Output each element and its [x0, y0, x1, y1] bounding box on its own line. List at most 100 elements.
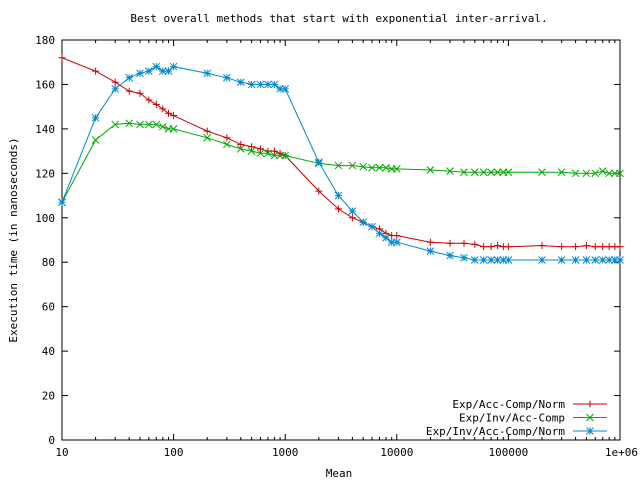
data-point	[158, 67, 167, 75]
data-point	[480, 243, 488, 251]
data-point	[460, 239, 468, 247]
chart-title: Best overall methods that start with exp…	[130, 12, 547, 25]
data-point	[599, 243, 607, 251]
data-point	[237, 140, 245, 148]
data-point	[446, 251, 454, 260]
legend-swatch-marker	[586, 427, 594, 435]
data-point	[392, 165, 401, 173]
data-point	[334, 205, 342, 213]
legend-label: Exp/Inv/Acc-Comp	[459, 412, 565, 425]
data-point	[92, 67, 100, 75]
data-point	[203, 133, 212, 142]
y-axis: 0 20 40 60 80 100 120 140 160 180	[35, 34, 620, 447]
data-point	[281, 85, 290, 93]
data-point	[144, 120, 153, 129]
data-point	[605, 169, 614, 178]
data-point	[125, 73, 134, 82]
data-point	[334, 191, 343, 200]
y-tick-label: 40	[42, 345, 55, 358]
data-point	[446, 167, 454, 175]
data-point	[170, 112, 178, 120]
data-point	[348, 214, 356, 222]
data-point	[223, 134, 231, 142]
data-point	[426, 166, 435, 174]
data-point	[270, 80, 279, 89]
y-tick-label: 100	[35, 212, 55, 225]
y-tick-label: 80	[42, 256, 55, 269]
data-point	[487, 256, 495, 264]
data-point	[538, 242, 546, 250]
x-tick-label: 1000	[272, 446, 299, 459]
x-tick-label: 100	[164, 446, 184, 459]
y-axis-label: Execution time (in nanoseconds)	[7, 137, 20, 342]
data-point	[256, 145, 264, 153]
data-point	[222, 73, 231, 82]
plot-frame	[61, 39, 621, 441]
data-point	[572, 243, 580, 251]
data-point	[382, 233, 390, 242]
data-point	[504, 243, 512, 251]
data-point	[203, 69, 212, 78]
data-point	[460, 253, 468, 262]
data-point	[426, 238, 434, 246]
data-point	[375, 163, 384, 172]
x-axis-label: Mean	[326, 467, 353, 480]
data-point	[504, 256, 513, 264]
data-point	[158, 122, 167, 131]
y-tick-label: 120	[35, 167, 55, 180]
plot-border	[61, 39, 621, 441]
data-point	[591, 256, 600, 264]
data-point	[359, 162, 368, 171]
data-point	[111, 120, 120, 129]
data-point	[315, 187, 323, 195]
data-point	[58, 54, 66, 62]
legend: Exp/Acc-Comp/NormExp/Inv/Acc-CompExp/Inv…	[426, 398, 607, 438]
data-point	[236, 78, 245, 87]
series-line	[61, 122, 620, 203]
data-point	[236, 145, 245, 153]
data-point	[152, 62, 161, 71]
data-point	[504, 168, 513, 177]
data-point	[125, 87, 133, 95]
data-point	[145, 96, 153, 104]
data-point	[159, 105, 167, 113]
data-point	[111, 78, 119, 86]
data-point	[616, 169, 624, 178]
data-point	[470, 256, 479, 264]
y-tick-label: 0	[48, 434, 55, 447]
data-point	[152, 100, 160, 108]
y-tick-label: 180	[35, 34, 55, 47]
data-point	[487, 243, 495, 251]
series-line	[61, 57, 620, 248]
data-point	[392, 238, 401, 247]
data-point	[571, 256, 580, 264]
data-point	[248, 143, 256, 151]
data-point	[348, 161, 357, 170]
data-point	[446, 239, 454, 247]
legend-swatch-marker	[586, 400, 594, 408]
data-point	[470, 168, 479, 177]
data-point	[582, 242, 590, 250]
y-tick-label: 60	[42, 301, 55, 314]
data-point	[91, 113, 100, 122]
data-point	[136, 89, 144, 97]
data-point	[557, 256, 566, 264]
data-point	[58, 198, 66, 207]
data-point	[582, 169, 591, 178]
data-point	[571, 169, 580, 178]
y-tick-label: 140	[35, 123, 55, 136]
x-tick-label: 1e+06	[605, 446, 638, 459]
data-point	[281, 151, 290, 160]
series-Exp/Inv/Acc-Comp/Norm	[58, 62, 624, 264]
data-point	[348, 207, 357, 215]
series-layer	[58, 54, 624, 264]
y-tick-label: 20	[42, 390, 55, 403]
data-point	[493, 168, 502, 177]
data-point	[538, 256, 546, 264]
data-point	[264, 80, 272, 89]
data-point	[591, 169, 600, 178]
data-point	[368, 163, 376, 172]
data-point	[479, 168, 488, 177]
data-point	[222, 140, 231, 149]
